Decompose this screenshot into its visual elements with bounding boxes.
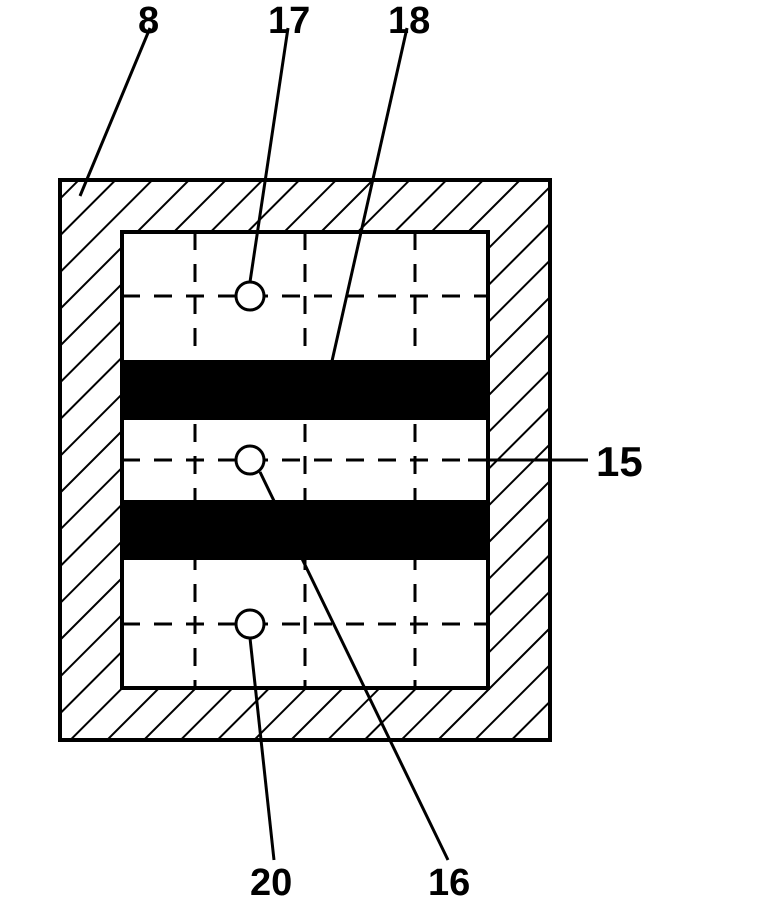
marker-c16 — [236, 446, 264, 474]
solid-bar-0 — [122, 360, 488, 420]
diagram-canvas: 8 17 18 15 20 16 — [0, 0, 762, 911]
marker-c17 — [236, 282, 264, 310]
solid-bar-1 — [122, 500, 488, 560]
label-lbl_15: 15 — [596, 438, 643, 486]
label-lbl_18: 18 — [388, 0, 430, 43]
label-lbl_17: 17 — [268, 0, 310, 43]
label-lbl_16: 16 — [428, 862, 470, 905]
marker-c20 — [236, 610, 264, 638]
label-lbl_8: 8 — [138, 0, 159, 43]
leader-lead_8 — [80, 28, 150, 196]
label-lbl_20: 20 — [250, 862, 292, 905]
diagram-svg — [0, 0, 762, 911]
